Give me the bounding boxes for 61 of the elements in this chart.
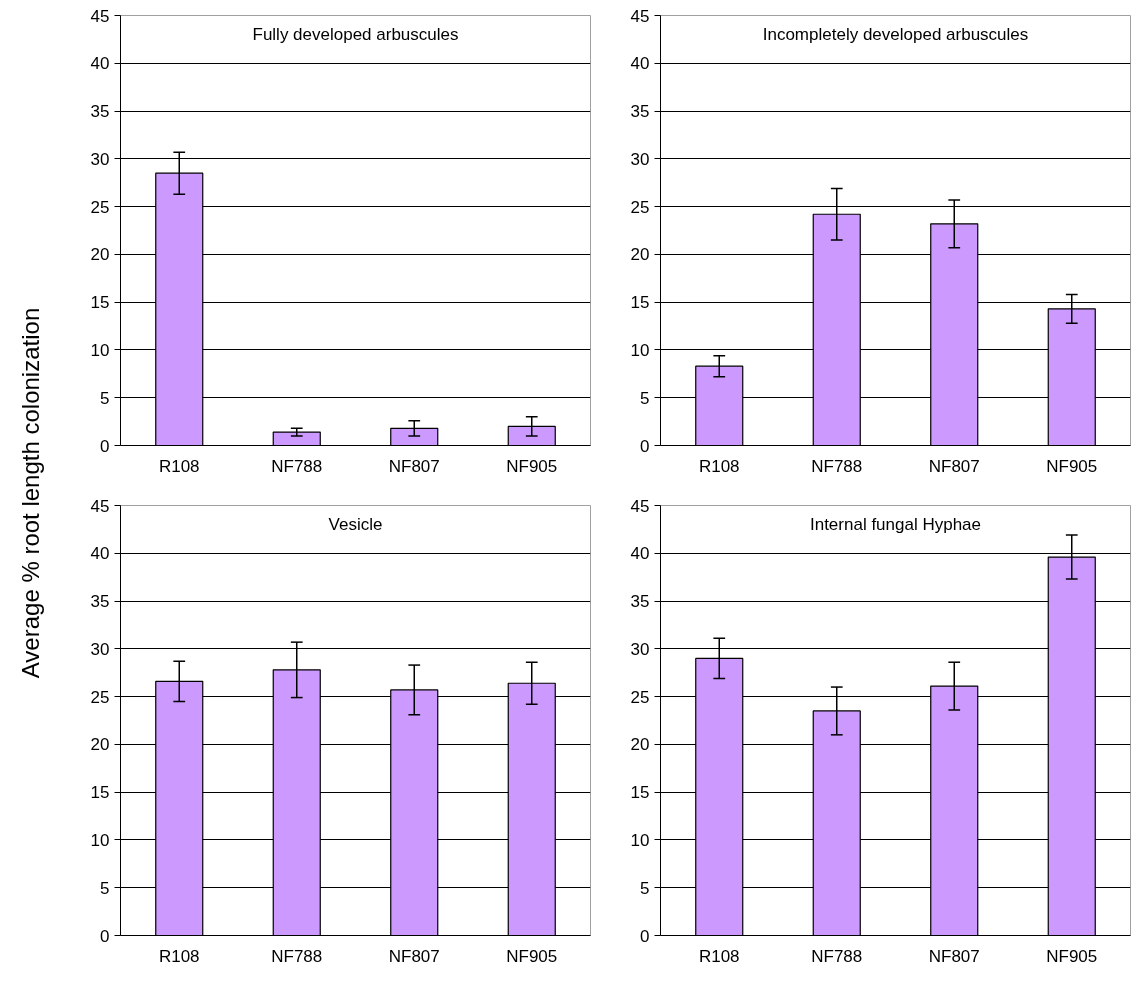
x-tick-label: R108 bbox=[698, 456, 740, 476]
y-tick-label: 5 bbox=[100, 388, 110, 408]
x-tick-label: R108 bbox=[158, 456, 200, 476]
y-tick-label: 25 bbox=[90, 197, 110, 217]
x-tick-label: NF905 bbox=[1046, 456, 1098, 476]
y-tick-label: 45 bbox=[630, 496, 650, 516]
y-axis-title: Average % root length colonization bbox=[17, 307, 44, 679]
y-tick-label: 40 bbox=[90, 544, 110, 564]
y-tick-label: 5 bbox=[640, 878, 650, 898]
y-tick-label: 15 bbox=[90, 293, 110, 313]
x-tick-label: NF807 bbox=[388, 946, 440, 966]
y-tick-label: 15 bbox=[90, 783, 110, 803]
y-tick-label: 40 bbox=[90, 54, 110, 74]
y-tick-label: 15 bbox=[630, 293, 650, 313]
x-tick-label: NF905 bbox=[506, 456, 558, 476]
y-tick-label: 25 bbox=[630, 687, 650, 707]
y-tick-label: 40 bbox=[630, 544, 650, 564]
x-tick-label: R108 bbox=[698, 946, 740, 966]
x-tick-label: NF788 bbox=[271, 456, 323, 476]
text: Vesicle bbox=[328, 514, 383, 534]
x-tick-label: NF807 bbox=[928, 946, 980, 966]
y-tick-label: 10 bbox=[630, 830, 650, 850]
text: Incompletely developed arbuscules bbox=[762, 24, 1029, 44]
y-tick-label: 35 bbox=[630, 102, 650, 122]
y-tick-label: 30 bbox=[90, 149, 110, 169]
y-tick-label: 40 bbox=[630, 54, 650, 74]
y-tick-label: 10 bbox=[630, 340, 650, 360]
y-tick-label: 20 bbox=[630, 735, 650, 755]
x-tick-label: NF905 bbox=[1046, 946, 1098, 966]
y-tick-label: 35 bbox=[90, 592, 110, 612]
x-tick-label: NF807 bbox=[928, 456, 980, 476]
y-tick-label: 0 bbox=[100, 436, 110, 456]
y-tick-label: 30 bbox=[630, 149, 650, 169]
y-tick-label: 0 bbox=[640, 926, 650, 946]
x-tick-label: NF788 bbox=[271, 946, 323, 966]
y-tick-label: 20 bbox=[90, 245, 110, 265]
y-tick-label: 25 bbox=[630, 197, 650, 217]
x-tick-label: NF788 bbox=[811, 456, 863, 476]
y-tick-label: 35 bbox=[630, 592, 650, 612]
x-tick-label: NF807 bbox=[388, 456, 440, 476]
y-tick-label: 0 bbox=[100, 926, 110, 946]
y-tick-label: 15 bbox=[630, 783, 650, 803]
y-tick-label: 35 bbox=[90, 102, 110, 122]
y-tick-label: 20 bbox=[90, 735, 110, 755]
y-tick-label: 30 bbox=[630, 639, 650, 659]
y-tick-label: 30 bbox=[90, 639, 110, 659]
x-tick-label: R108 bbox=[158, 946, 200, 966]
y-tick-label: 20 bbox=[630, 245, 650, 265]
y-tick-label: 25 bbox=[90, 687, 110, 707]
y-tick-label: 10 bbox=[90, 340, 110, 360]
y-tick-label: 45 bbox=[90, 496, 110, 516]
y-tick-label: 45 bbox=[630, 6, 650, 26]
text: Internal fungal Hyphae bbox=[809, 514, 982, 534]
y-tick-label: 45 bbox=[90, 6, 110, 26]
y-tick-label: 0 bbox=[640, 436, 650, 456]
y-tick-label: 5 bbox=[100, 878, 110, 898]
x-tick-label: NF905 bbox=[506, 946, 558, 966]
text: Fully developed arbuscules bbox=[252, 24, 459, 44]
x-tick-label: NF788 bbox=[811, 946, 863, 966]
y-tick-label: 5 bbox=[640, 388, 650, 408]
y-tick-label: 10 bbox=[90, 830, 110, 850]
